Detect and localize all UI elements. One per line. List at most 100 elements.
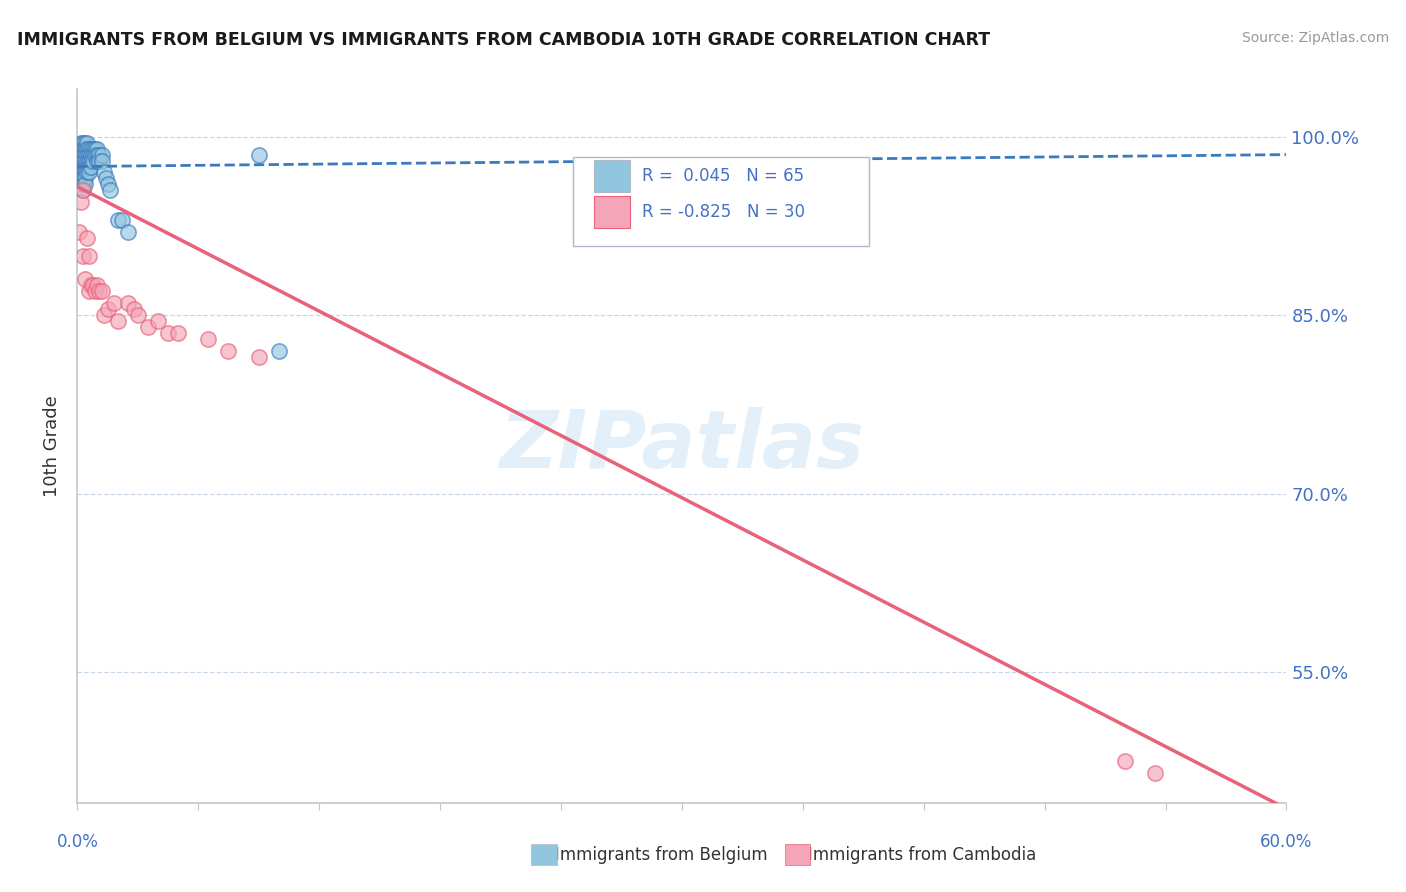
Point xyxy=(218,343,240,358)
Point xyxy=(72,165,94,179)
Text: 0.0%: 0.0% xyxy=(56,833,98,851)
Point xyxy=(76,153,98,168)
Point xyxy=(67,153,90,168)
Text: Immigrants from Cambodia: Immigrants from Cambodia xyxy=(787,846,1036,863)
Point xyxy=(79,165,101,179)
Point xyxy=(72,178,94,192)
Point xyxy=(76,147,98,161)
Point xyxy=(80,147,103,161)
Point xyxy=(122,302,145,317)
Point xyxy=(76,136,98,150)
Text: ZIPatlas: ZIPatlas xyxy=(499,407,865,485)
Point xyxy=(72,160,94,174)
Point xyxy=(75,136,97,150)
Point xyxy=(94,171,117,186)
Point xyxy=(197,332,219,346)
Point xyxy=(84,142,107,156)
Point xyxy=(107,213,129,227)
Point xyxy=(79,142,101,156)
FancyBboxPatch shape xyxy=(574,157,869,246)
Point xyxy=(70,195,93,210)
Point xyxy=(111,213,134,227)
Point xyxy=(90,153,112,168)
Text: R =  0.045   N = 65: R = 0.045 N = 65 xyxy=(643,167,804,185)
Point xyxy=(79,147,101,161)
Point xyxy=(76,165,98,179)
Point xyxy=(93,165,115,179)
Point xyxy=(136,320,159,334)
Point xyxy=(70,147,93,161)
Point xyxy=(82,278,104,293)
Text: Immigrants from Belgium: Immigrants from Belgium xyxy=(534,846,768,863)
Point xyxy=(89,147,111,161)
Point xyxy=(76,231,98,245)
Point xyxy=(1114,754,1136,768)
Text: 60.0%: 60.0% xyxy=(1260,833,1313,851)
Point xyxy=(72,183,94,197)
Point xyxy=(70,136,93,150)
Point xyxy=(80,142,103,156)
Point xyxy=(127,308,149,322)
Point xyxy=(79,153,101,168)
Point xyxy=(96,178,118,192)
Text: R = -0.825   N = 30: R = -0.825 N = 30 xyxy=(643,202,806,221)
Point xyxy=(80,278,103,293)
Point xyxy=(76,142,98,156)
Point xyxy=(86,142,108,156)
Point xyxy=(146,314,169,328)
Point xyxy=(72,171,94,186)
Point xyxy=(107,314,129,328)
Point xyxy=(72,249,94,263)
Point xyxy=(75,165,97,179)
Point xyxy=(72,142,94,156)
Point xyxy=(82,147,104,161)
Point xyxy=(79,249,101,263)
Point xyxy=(247,147,270,161)
Point xyxy=(79,160,101,174)
Point xyxy=(93,308,115,322)
Point xyxy=(72,136,94,150)
Point xyxy=(117,296,139,310)
Point xyxy=(84,147,107,161)
Point xyxy=(89,153,111,168)
Point xyxy=(1144,766,1167,780)
Point xyxy=(82,142,104,156)
Point xyxy=(90,285,112,299)
Point xyxy=(67,147,90,161)
Point xyxy=(82,153,104,168)
Point xyxy=(70,160,93,174)
Point xyxy=(117,225,139,239)
Point xyxy=(70,142,93,156)
Point xyxy=(75,171,97,186)
Point xyxy=(72,147,94,161)
Point xyxy=(75,272,97,286)
Point xyxy=(84,285,107,299)
Point xyxy=(67,160,90,174)
Point xyxy=(75,178,97,192)
Point xyxy=(67,142,90,156)
Point xyxy=(86,278,108,293)
Point xyxy=(70,171,93,186)
Point xyxy=(79,285,101,299)
Point xyxy=(167,326,190,340)
Point xyxy=(89,285,111,299)
Point xyxy=(67,165,90,179)
Point xyxy=(98,183,121,197)
Y-axis label: 10th Grade: 10th Grade xyxy=(44,395,62,497)
Point xyxy=(80,153,103,168)
Point xyxy=(76,160,98,174)
Text: Source: ZipAtlas.com: Source: ZipAtlas.com xyxy=(1241,31,1389,45)
Point xyxy=(67,225,90,239)
Point xyxy=(75,160,97,174)
Point xyxy=(70,153,93,168)
Point xyxy=(75,147,97,161)
Point xyxy=(157,326,180,340)
Point xyxy=(75,142,97,156)
Point xyxy=(96,302,118,317)
Point xyxy=(70,165,93,179)
Bar xyxy=(593,160,630,192)
Bar xyxy=(593,195,630,227)
Point xyxy=(86,153,108,168)
Point xyxy=(90,147,112,161)
Point xyxy=(247,350,270,364)
